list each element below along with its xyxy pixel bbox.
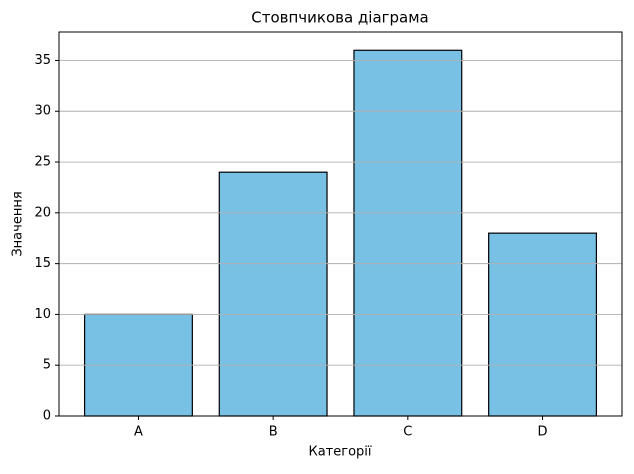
- y-tick-label: 10: [34, 307, 51, 322]
- y-tick-label: 25: [34, 155, 51, 170]
- y-tick-label: 5: [43, 358, 51, 373]
- x-tick-label: D: [538, 425, 548, 440]
- y-axis-label: Значення: [11, 191, 26, 256]
- y-tick-label: 30: [34, 104, 51, 119]
- y-tick-label: 20: [34, 205, 51, 220]
- x-axis-label: Категорії: [308, 445, 371, 460]
- x-tick-label: B: [269, 425, 278, 440]
- x-tick-label: C: [403, 425, 412, 440]
- y-tick-label: 35: [34, 53, 51, 68]
- bar: [218, 171, 328, 417]
- bar: [353, 49, 463, 417]
- bar: [488, 232, 598, 417]
- y-tick-label: 15: [34, 256, 51, 271]
- x-tick-label: A: [134, 425, 143, 440]
- y-tick-label: 0: [43, 409, 51, 424]
- plot-frame: [58, 31, 623, 417]
- chart-title: Стовпчикова діаграма: [251, 9, 429, 27]
